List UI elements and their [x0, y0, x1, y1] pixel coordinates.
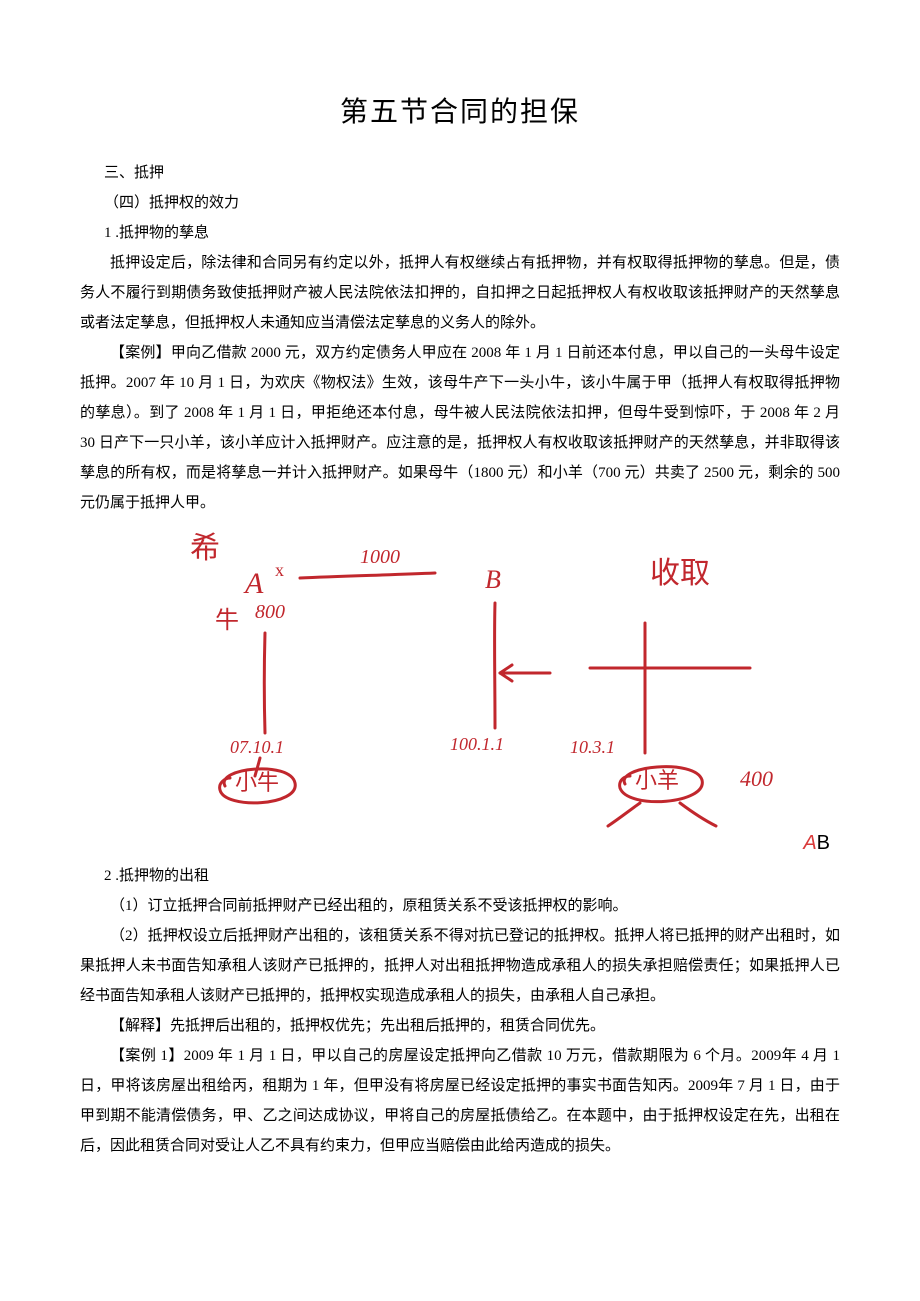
svg-text:小羊: 小羊 [635, 768, 679, 793]
handwritten-diagram: 希Ax1000B收取牛80007.10.1100.1.110.3.1小牛小羊40… [80, 528, 840, 828]
svg-text:x: x [275, 560, 284, 580]
svg-text:800: 800 [255, 601, 285, 623]
item-1-heading: 1 .抵押物的孳息 [104, 218, 840, 248]
paragraph-4: 【案例 1】2009 年 1 月 1 日，甲以自己的房屋设定抵押向乙借款 10 … [80, 1041, 840, 1161]
sub-paragraph-1: （1）订立抵押合同前抵押财产已经出租的，原租赁关系不受该抵押权的影响。 [80, 891, 840, 921]
svg-text:希: 希 [190, 532, 220, 565]
label-B-black: B [817, 832, 830, 854]
sub-paragraph-2: （2）抵押权设立后抵押财产出租的，该租赁关系不得对抗已登记的抵押权。抵押人将已抵… [80, 921, 840, 1011]
svg-text:A: A [243, 567, 264, 600]
svg-text:牛: 牛 [215, 607, 239, 634]
svg-text:收取: 收取 [650, 557, 710, 590]
subsection-heading: （四）抵押权的效力 [104, 188, 840, 218]
page-title: 第五节合同的担保 [80, 90, 840, 130]
label-A-red: A [803, 832, 816, 854]
paragraph-2: 【案例】甲向乙借款 2000 元，双方约定债务人甲应在 2008 年 1 月 1… [80, 338, 840, 518]
paragraph-3: 【解释】先抵押后出租的，抵押权优先；先出租后抵押的，租赁合同优先。 [80, 1011, 840, 1041]
label-AB: AB [80, 832, 830, 855]
svg-text:07.10.1: 07.10.1 [230, 737, 284, 757]
svg-text:100.1.1: 100.1.1 [450, 734, 504, 754]
section-heading: 三、抵押 [104, 158, 840, 188]
svg-text:1000: 1000 [360, 546, 400, 568]
svg-text:400: 400 [740, 766, 773, 791]
svg-text:10.3.1: 10.3.1 [570, 737, 615, 757]
svg-text:B: B [485, 565, 501, 594]
item-2-heading: 2 .抵押物的出租 [104, 861, 840, 891]
paragraph-1: 抵押设定后，除法律和合同另有约定以外，抵押人有权继续占有抵押物，并有权取得抵押物… [80, 248, 840, 338]
